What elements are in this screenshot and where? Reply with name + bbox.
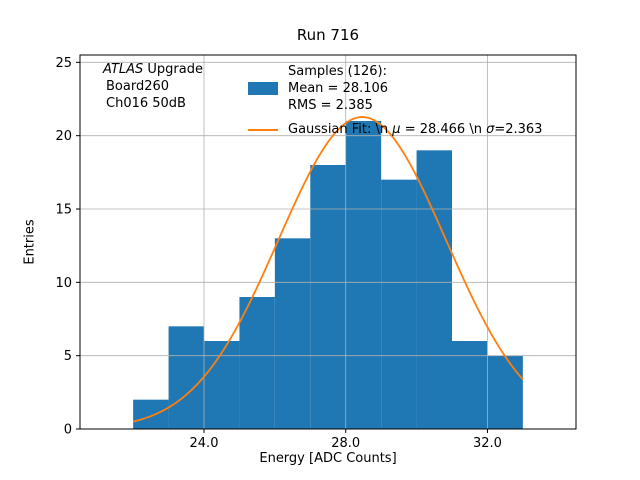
histogram-bar [381, 179, 417, 429]
legend-samples-title: Samples (126): [288, 64, 387, 79]
y-axis-label: Entries [22, 219, 38, 265]
histogram-swatch-icon [248, 82, 278, 95]
legend-mu-symbol: μ [392, 122, 401, 137]
legend-samples-rms-row: RMS = 2.385 [248, 97, 542, 114]
legend-spacer [248, 65, 278, 78]
legend-gaussian-label: Gaussian Fit: \n μ = 28.466 \n σ=2.363 [288, 121, 542, 138]
histogram-bar [274, 238, 311, 429]
annotation-atlas: ATLAS [103, 62, 144, 77]
legend-samples-mean: Mean = 28.106 [288, 81, 389, 96]
legend-spacer [248, 99, 278, 112]
annotation-line-2: Board260 [106, 79, 170, 94]
y-tick-label: 10 [55, 276, 72, 291]
y-tick-label: 20 [55, 129, 72, 144]
histogram-bar [416, 150, 452, 430]
legend-samples-title-row: Samples (126): [248, 63, 542, 80]
legend-gaussian-suffix: =2.363 [494, 122, 543, 137]
y-tick-label: 5 [64, 349, 72, 364]
legend-gaussian-row: Gaussian Fit: \n μ = 28.466 \n σ=2.363 [248, 121, 542, 138]
legend-gaussian-mid: = 28.466 \n [400, 122, 487, 137]
axes-frame [79, 54, 577, 430]
chart-title: Run 716 [296, 26, 360, 44]
legend-samples-mean-row: Mean = 28.106 [248, 80, 542, 97]
x-tick-label: 32.0 [473, 436, 502, 451]
x-tick-label: 28.0 [331, 436, 360, 451]
legend-gaussian-handle [248, 123, 278, 136]
annotation-line-1: ATLAS Upgrade [103, 61, 203, 78]
y-tick-label: 0 [64, 423, 72, 438]
legend-samples-handle [248, 82, 278, 95]
histogram-bar [133, 399, 169, 429]
histogram-bar [452, 341, 488, 429]
y-tick-label: 15 [55, 203, 72, 218]
histogram-bar [310, 165, 346, 429]
histogram-bar [487, 355, 523, 429]
legend: Samples (126): Mean = 28.106 RMS = 2.385… [248, 63, 542, 138]
x-axis-label: Energy [ADC Counts] [259, 451, 397, 466]
legend-sigma-symbol: σ [486, 122, 495, 137]
legend-gaussian-prefix: Gaussian Fit: \n [288, 122, 393, 137]
legend-samples-rms: RMS = 2.385 [288, 98, 373, 113]
fit-line-swatch-icon [248, 128, 278, 131]
histogram-bar [239, 297, 275, 429]
plot-annotation: ATLAS Upgrade Board260 Ch016 50dB [103, 61, 203, 112]
histogram-bar [345, 121, 382, 429]
y-tick-label: 25 [55, 56, 72, 71]
histogram-bar [168, 326, 204, 429]
x-tick-label: 24.0 [190, 436, 219, 451]
gaussian-fit-line [132, 116, 524, 423]
annotation-upgrade: Upgrade [143, 62, 203, 77]
annotation-line-3: Ch016 50dB [106, 96, 186, 111]
